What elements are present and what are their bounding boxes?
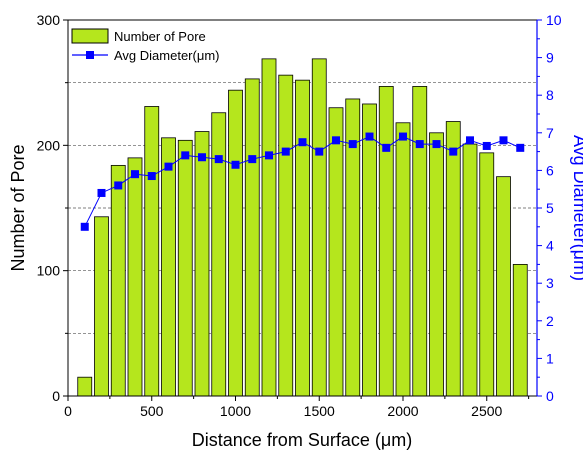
- line-point: [399, 132, 407, 141]
- line-point: [281, 147, 290, 156]
- line-point: [298, 138, 307, 147]
- line-point: [365, 132, 374, 141]
- y2-tick-label: 2: [546, 313, 554, 329]
- x-tick-label: 2000: [387, 403, 418, 419]
- bar: [512, 263, 528, 397]
- legend-bar-label: Number of Pore: [114, 29, 206, 44]
- line-point: [131, 170, 139, 179]
- line-point: [248, 155, 257, 164]
- y2-tick-label: 4: [546, 238, 554, 254]
- line-point: [80, 222, 89, 231]
- bar: [362, 103, 377, 397]
- line-point: [181, 151, 190, 160]
- bar: [328, 107, 344, 397]
- bar: [378, 86, 394, 397]
- x-tick-label: 0: [64, 403, 72, 419]
- bar: [496, 176, 511, 397]
- line-point: [97, 188, 106, 197]
- line-point: [147, 172, 156, 181]
- y2-tick-label: 1: [546, 350, 554, 366]
- line-point: [114, 181, 123, 190]
- line-point: [382, 143, 391, 152]
- bar: [429, 132, 444, 397]
- bar: [177, 139, 193, 397]
- bar: [244, 78, 260, 397]
- line-point: [348, 140, 357, 149]
- bar: [261, 58, 277, 397]
- y2-tick-label: 8: [546, 87, 554, 103]
- line-point: [499, 136, 508, 145]
- line-point: [466, 136, 474, 145]
- bar: [479, 152, 495, 397]
- bar: [77, 376, 93, 397]
- axes: 0 500 1000 1500 2000 2500 0 100 200 300 0 1 2 3 4 5 6 7 8 9…: [37, 12, 562, 419]
- line-point: [516, 143, 525, 152]
- line-point: [198, 153, 206, 162]
- bar: [161, 137, 176, 397]
- y-tick-label: 100: [37, 263, 61, 279]
- bar: [110, 164, 126, 397]
- legend: Number of Pore Avg Diameter(μm): [71, 28, 220, 63]
- bar: [94, 216, 109, 397]
- x-tick-label: 2500: [471, 403, 502, 419]
- line-point: [432, 140, 441, 149]
- y-axis-label: Number of Pore: [8, 144, 28, 271]
- line-point: [449, 147, 458, 156]
- bar: [311, 58, 327, 397]
- y2-axis-label: Avg Diameter(μm): [570, 135, 583, 281]
- x-tick-label: 1000: [220, 403, 251, 419]
- bar: [194, 131, 210, 397]
- legend-bar-swatch: [71, 28, 109, 44]
- bar: [228, 89, 243, 397]
- legend-line-marker: [86, 51, 94, 59]
- bar: [412, 86, 428, 397]
- bar: [395, 122, 411, 397]
- x-tick-label: 500: [140, 403, 164, 419]
- line-point: [482, 141, 491, 150]
- y2-tick-label: 3: [546, 275, 554, 291]
- x-axis-label: Distance from Surface (μm): [192, 430, 412, 450]
- line-point: [415, 140, 424, 149]
- line-point: [332, 136, 340, 145]
- y2-tick-label: 0: [546, 388, 554, 404]
- y2-tick-label: 10: [546, 12, 562, 28]
- y2-tick-label: 5: [546, 200, 554, 216]
- line-point: [315, 147, 324, 156]
- bar-series: [77, 58, 528, 397]
- bar: [295, 79, 310, 397]
- line-point: [214, 155, 223, 164]
- bar: [462, 143, 478, 397]
- legend-line-label: Avg Diameter(μm): [114, 48, 220, 63]
- y-tick-label: 0: [52, 388, 60, 404]
- x-tick-label: 1500: [304, 403, 335, 419]
- y2-tick-label: 6: [546, 162, 554, 178]
- line-point: [164, 162, 173, 171]
- bar: [278, 74, 294, 397]
- bar: [127, 157, 143, 397]
- line-point: [231, 160, 240, 169]
- y-tick-label: 200: [37, 137, 61, 153]
- line-point: [265, 151, 273, 160]
- line-series: [80, 132, 525, 231]
- y2-tick-label: 7: [546, 125, 554, 141]
- bar: [445, 121, 461, 397]
- bar: [144, 106, 160, 397]
- y2-tick-label: 9: [546, 50, 554, 66]
- y-tick-label: 300: [37, 12, 61, 28]
